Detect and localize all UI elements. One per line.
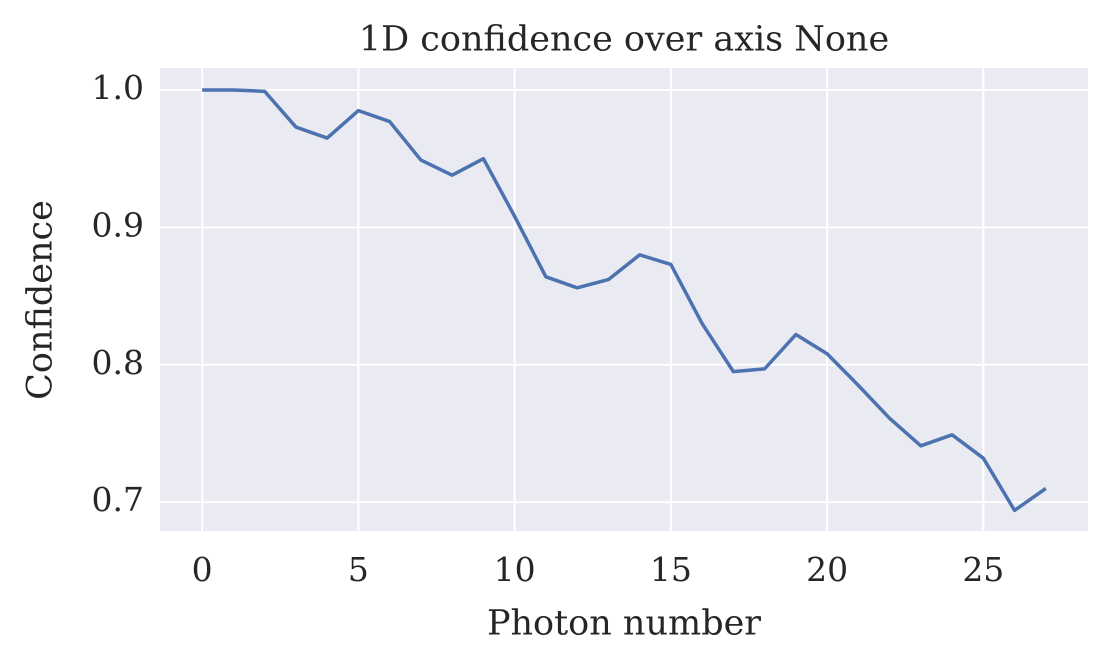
x-tick-label: 25 — [962, 550, 1004, 589]
y-tick-label: 0.7 — [92, 480, 144, 519]
y-tick-label: 0.8 — [92, 343, 144, 382]
x-tick-label: 5 — [348, 550, 369, 589]
x-tick-label: 10 — [494, 550, 536, 589]
grid — [160, 68, 1088, 531]
x-axis-label: Photon number — [487, 604, 761, 644]
line-series — [202, 88, 1047, 513]
x-tick-label: 0 — [192, 550, 213, 589]
y-axis-label: Confidence — [21, 200, 61, 400]
plot-area — [160, 68, 1088, 531]
y-tick-label: 0.9 — [92, 205, 144, 244]
y-tick-label: 1.0 — [92, 68, 144, 107]
x-tick-label: 15 — [650, 550, 692, 589]
x-tick-label: 20 — [806, 550, 848, 589]
chart-title: 1D confidence over axis None — [359, 20, 889, 60]
